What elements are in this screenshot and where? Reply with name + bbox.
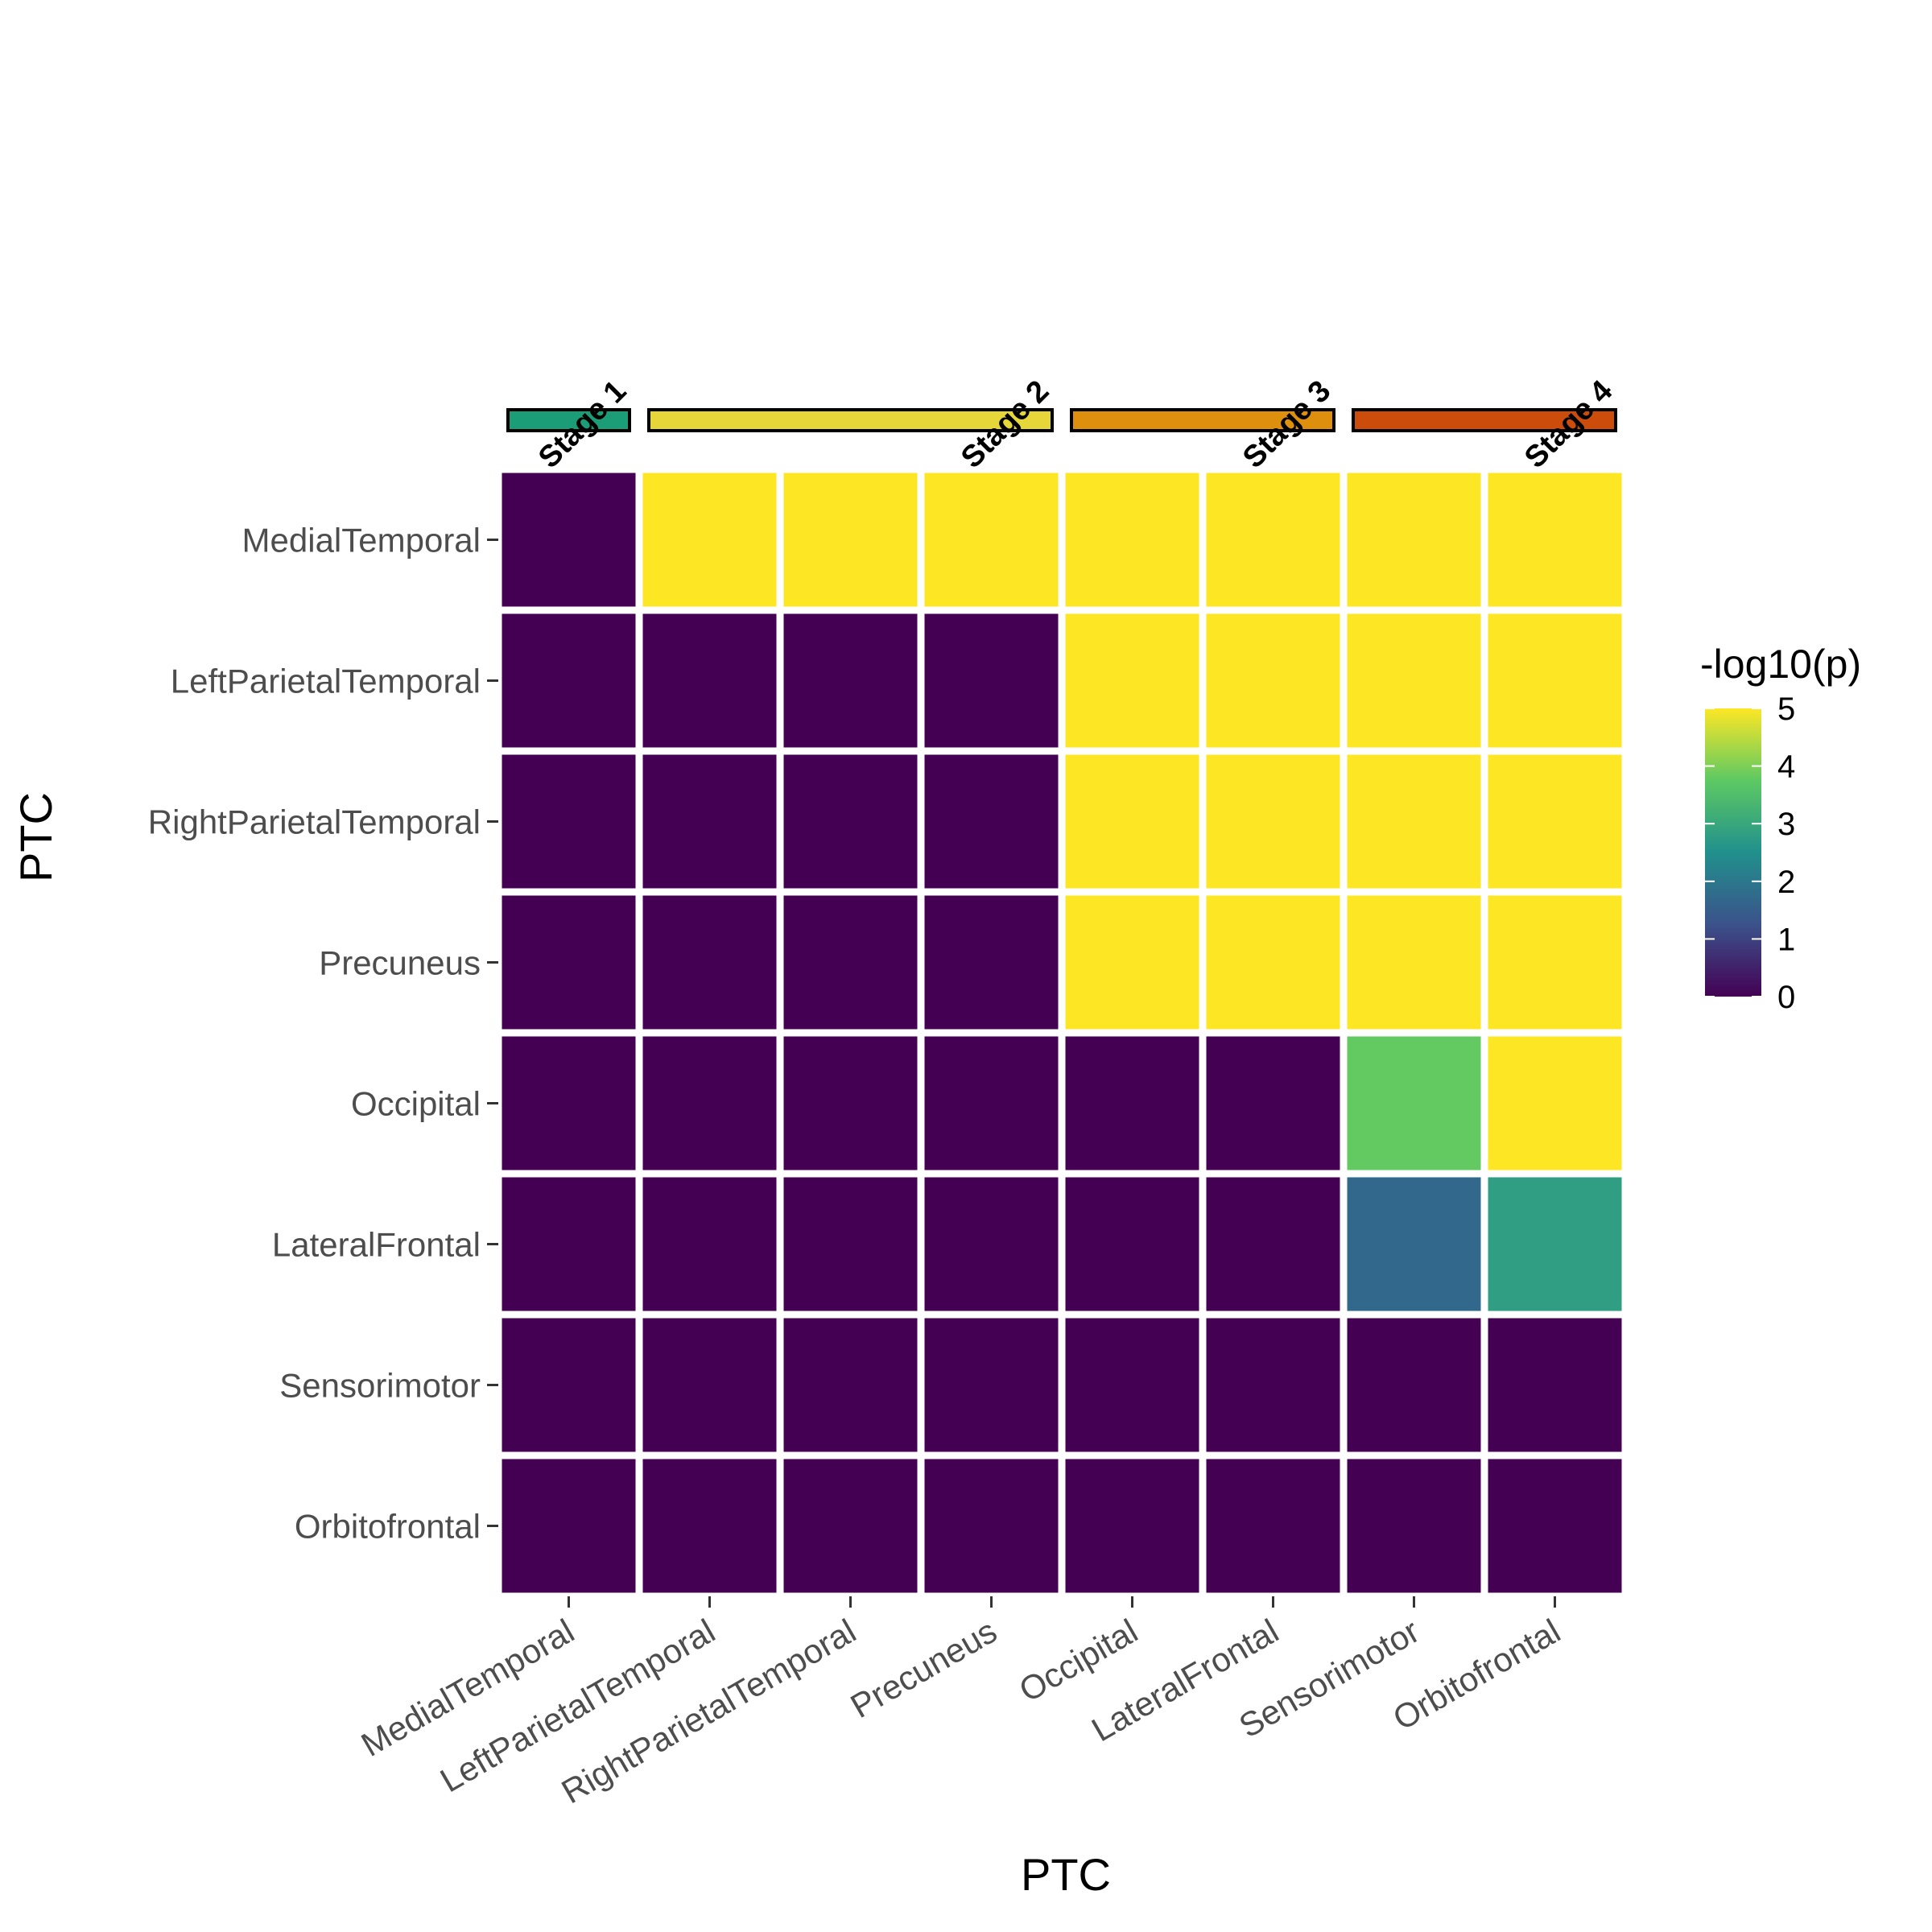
heatmap-cell-7-0 xyxy=(502,1459,636,1593)
y-tick-label: LateralFrontal xyxy=(272,1226,481,1264)
heatmap-cell-2-2 xyxy=(783,754,918,889)
heatmap-cell-6-6 xyxy=(1347,1318,1481,1452)
heatmap-cell-5-1 xyxy=(642,1177,777,1311)
heatmap-cell-1-7 xyxy=(1488,613,1622,748)
heatmap-cell-5-0 xyxy=(502,1177,636,1311)
y-tick-label: Precuneus xyxy=(319,944,481,982)
x-tick-label: Precuneus xyxy=(844,1612,1003,1725)
heatmap-cell-6-1 xyxy=(642,1318,777,1452)
y-tick-label: Orbitofrontal xyxy=(295,1508,481,1546)
heatmap-cell-2-6 xyxy=(1347,754,1481,889)
heatmap-cell-4-3 xyxy=(924,1036,1059,1170)
colorbar-tick-label: 5 xyxy=(1777,691,1795,727)
stage-bar-1 xyxy=(506,408,631,432)
y-axis: MedialTemporal LeftParietalTemporal RightP… xyxy=(148,522,498,1546)
heatmap-cell-4-7 xyxy=(1488,1036,1622,1170)
colorbar-gradient xyxy=(1705,708,1761,997)
heatmap-cell-3-7 xyxy=(1488,895,1622,1030)
y-tick-label: Sensorimotor xyxy=(279,1367,481,1405)
stage-annotations: Stage 1 Stage 2 Stage 3 Stage 4 xyxy=(506,374,1619,475)
stage-bar-4 xyxy=(1352,408,1617,432)
heatmap-cell-3-3 xyxy=(924,895,1059,1030)
stage-bar-2 xyxy=(647,408,1054,432)
heatmap-cell-1-2 xyxy=(783,613,918,748)
heatmap-cell-6-7 xyxy=(1488,1318,1622,1452)
heatmap-cell-3-2 xyxy=(783,895,918,1030)
heatmap-cell-4-5 xyxy=(1206,1036,1340,1170)
colorbar-title: -log10(p) xyxy=(1700,642,1861,687)
y-tick-label: RightParietalTemporal xyxy=(148,803,481,841)
heatmap-cell-2-0 xyxy=(502,754,636,889)
heatmap-cell-4-4 xyxy=(1065,1036,1199,1170)
y-tick-label: LeftParietalTemporal xyxy=(171,663,481,700)
heatmap-cell-6-5 xyxy=(1206,1318,1340,1452)
heatmap-cell-0-3 xyxy=(924,473,1059,607)
heatmap-cell-5-4 xyxy=(1065,1177,1199,1311)
heatmap-cell-7-2 xyxy=(783,1459,918,1593)
heatmap-cell-6-0 xyxy=(502,1318,636,1452)
colorbar-tick-label: 4 xyxy=(1777,749,1795,785)
heatmap-cell-7-4 xyxy=(1065,1459,1199,1593)
heatmap-cell-3-6 xyxy=(1347,895,1481,1030)
colorbar-tick-label: 2 xyxy=(1777,865,1795,900)
heatmap-cell-7-1 xyxy=(642,1459,777,1593)
heatmap-cell-6-4 xyxy=(1065,1318,1199,1452)
y-axis-title: PTC xyxy=(10,792,61,882)
colorbar-legend: -log10(p) 0 1 2 3 4 5 xyxy=(1700,642,1861,1015)
heatmap-cell-7-7 xyxy=(1488,1459,1622,1593)
heatmap-cell-4-6 xyxy=(1347,1036,1481,1170)
y-tick-label: Occipital xyxy=(351,1085,481,1123)
heatmap-cells xyxy=(502,473,1622,1593)
heatmap-cell-0-0 xyxy=(502,473,636,607)
heatmap-cell-0-6 xyxy=(1347,473,1481,607)
heatmap-cell-7-3 xyxy=(924,1459,1059,1593)
heatmap-cell-3-4 xyxy=(1065,895,1199,1030)
heatmap-cell-1-0 xyxy=(502,613,636,748)
heatmap-cell-6-2 xyxy=(783,1318,918,1452)
heatmap-cell-5-7 xyxy=(1488,1177,1622,1311)
heatmap-cell-2-7 xyxy=(1488,754,1622,889)
heatmap-cell-7-6 xyxy=(1347,1459,1481,1593)
heatmap-cell-1-3 xyxy=(924,613,1059,748)
heatmap-cell-2-5 xyxy=(1206,754,1340,889)
heatmap-cell-2-3 xyxy=(924,754,1059,889)
heatmap-cell-0-2 xyxy=(783,473,918,607)
heatmap-cell-1-1 xyxy=(642,613,777,748)
heatmap-cell-5-2 xyxy=(783,1177,918,1311)
heatmap-cell-3-0 xyxy=(502,895,636,1030)
heatmap-cell-0-1 xyxy=(642,473,777,607)
heatmap-cell-2-1 xyxy=(642,754,777,889)
heatmap-cell-1-4 xyxy=(1065,613,1199,748)
heatmap-cell-5-5 xyxy=(1206,1177,1340,1311)
y-tick-label: MedialTemporal xyxy=(242,522,481,559)
heatmap-cell-7-5 xyxy=(1206,1459,1340,1593)
colorbar-tick-label: 1 xyxy=(1777,922,1795,957)
x-axis-title: PTC xyxy=(1021,1849,1111,1900)
heatmap-cell-5-3 xyxy=(924,1177,1059,1311)
heatmap-cell-2-4 xyxy=(1065,754,1199,889)
heatmap-cell-3-1 xyxy=(642,895,777,1030)
heatmap-cell-1-6 xyxy=(1347,613,1481,748)
heatmap-cell-6-3 xyxy=(924,1318,1059,1452)
stage-bar-3 xyxy=(1070,408,1335,432)
heatmap-cell-4-1 xyxy=(642,1036,777,1170)
heatmap-cell-5-6 xyxy=(1347,1177,1481,1311)
colorbar-tick-label: 0 xyxy=(1777,980,1795,1015)
heatmap-cell-0-5 xyxy=(1206,473,1340,607)
heatmap-cell-0-4 xyxy=(1065,473,1199,607)
heatmap-cell-1-5 xyxy=(1206,613,1340,748)
colorbar-tick-label: 3 xyxy=(1777,807,1795,842)
heatmap-cell-3-5 xyxy=(1206,895,1340,1030)
heatmap-cell-4-2 xyxy=(783,1036,918,1170)
x-axis: MedialTemporalLeftParietalTemporalRightP… xyxy=(355,1596,1567,1810)
heatmap-cell-0-7 xyxy=(1488,473,1622,607)
heatmap-cell-4-0 xyxy=(502,1036,636,1170)
